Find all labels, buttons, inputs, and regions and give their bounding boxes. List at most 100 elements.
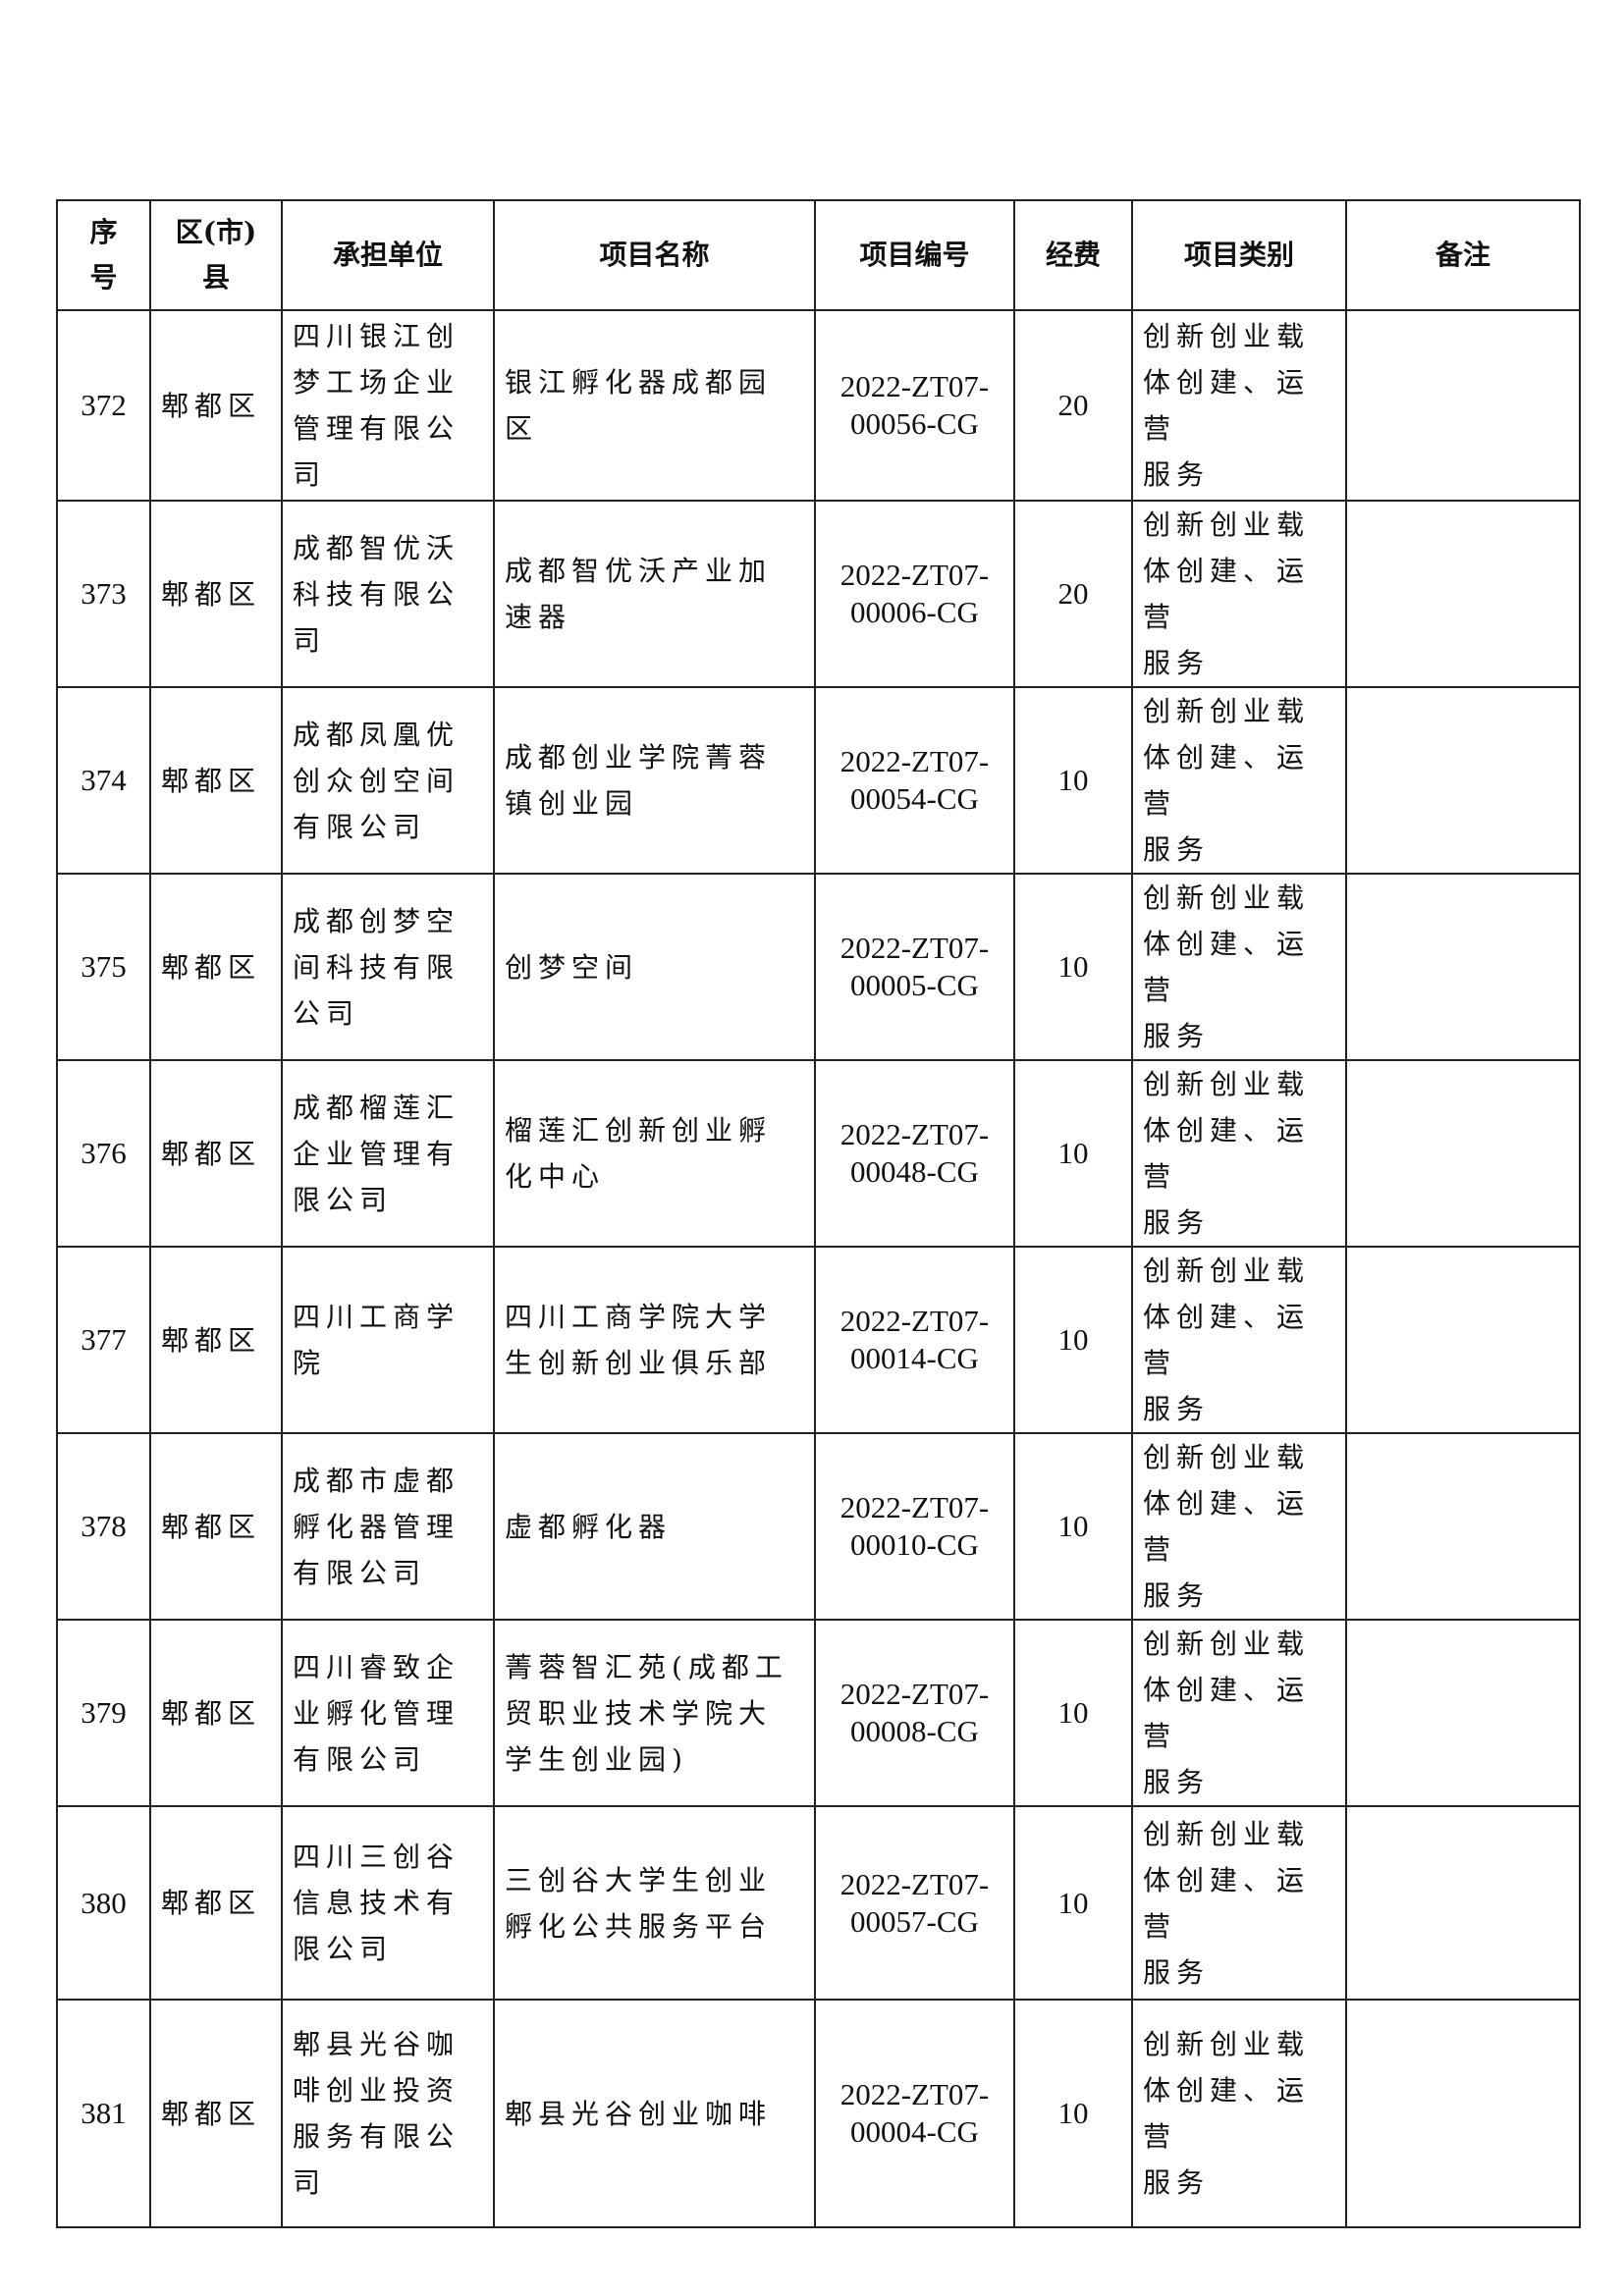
header-no: 序 号 — [56, 199, 151, 311]
table-row: 375 郫都区 成都创梦空 间科技有限 公司 创梦空间 2022-ZT07- 00005… — [56, 873, 1581, 1061]
table-row: 379 郫都区 四川睿致企 业孵化管理 有限公司 菁蓉智汇苑(成都工 贸职业技术学院大… — [56, 1619, 1581, 1807]
table-row: 378 郫都区 成都市虚都 孵化器管理 有限公司 虚都孵化器 2022-ZT07- 00… — [56, 1432, 1581, 1621]
cell-district: 郫都区 — [149, 873, 283, 1061]
cell-fund: 10 — [1013, 1059, 1133, 1248]
cell-no: 379 — [56, 1619, 151, 1807]
cell-unit: 成都智优沃 科技有限公 司 — [281, 500, 495, 688]
cell-note — [1345, 309, 1581, 502]
cell-no: 377 — [56, 1246, 151, 1434]
table-header-row: 序 号 区(市) 县 承担单位 项目名称 项目编号 经费 项目类别 备注 — [56, 199, 1581, 311]
cell-project: 菁蓉智汇苑(成都工 贸职业技术学院大 学生创业园) — [493, 1619, 816, 1807]
cell-no: 378 — [56, 1432, 151, 1621]
header-note: 备注 — [1345, 199, 1581, 311]
cell-unit: 成都凤凰优 创众创空间 有限公司 — [281, 686, 495, 875]
cell-project: 三创谷大学生创业 孵化公共服务平台 — [493, 1805, 816, 2001]
cell-unit: 四川工商学 院 — [281, 1246, 495, 1434]
cell-code: 2022-ZT07- 00056-CG — [814, 309, 1015, 502]
project-table: 序 号 区(市) 县 承担单位 项目名称 项目编号 经费 项目类别 备注 372… — [56, 199, 1581, 2228]
header-project: 项目名称 — [493, 199, 816, 311]
cell-code: 2022-ZT07- 00057-CG — [814, 1805, 1015, 2001]
cell-note — [1345, 1619, 1581, 1807]
cell-project: 创梦空间 — [493, 873, 816, 1061]
cell-district: 郫都区 — [149, 1999, 283, 2228]
cell-category: 创新创业载 体创建、运营 服务 — [1131, 1246, 1347, 1434]
cell-fund: 10 — [1013, 1432, 1133, 1621]
cell-fund: 10 — [1013, 1999, 1133, 2228]
cell-code: 2022-ZT07- 00048-CG — [814, 1059, 1015, 1248]
cell-fund: 10 — [1013, 1805, 1133, 2001]
table-row: 376 郫都区 成都榴莲汇 企业管理有 限公司 榴莲汇创新创业孵 化中心 2022-ZT… — [56, 1059, 1581, 1248]
cell-code: 2022-ZT07- 00006-CG — [814, 500, 1015, 688]
cell-district: 郫都区 — [149, 1805, 283, 2001]
table-row: 373 郫都区 成都智优沃 科技有限公 司成都智优沃产业加 速器 2022-ZT07-… — [56, 500, 1581, 688]
table-row: 374 郫都区 成都凤凰优 创众创空间 有限公司 成都创业学院菁蓉 镇创业园 2022-… — [56, 686, 1581, 875]
cell-district: 郫都区 — [149, 1432, 283, 1621]
header-fund: 经费 — [1013, 199, 1133, 311]
cell-category: 创新创业载 体创建、运营 服务 — [1131, 1999, 1347, 2228]
cell-category: 创新创业载 体创建、运营 服务 — [1131, 1805, 1347, 2001]
cell-fund: 10 — [1013, 1246, 1133, 1434]
cell-note — [1345, 1432, 1581, 1621]
cell-category: 创新创业载 体创建、运营 服务 — [1131, 873, 1347, 1061]
cell-no: 372 — [56, 309, 151, 502]
cell-no: 376 — [56, 1059, 151, 1248]
header-code: 项目编号 — [814, 199, 1015, 311]
header-unit: 承担单位 — [281, 199, 495, 311]
cell-no: 380 — [56, 1805, 151, 2001]
table-row: 377 郫都区 四川工商学 院四川工商学院大学 生创新创业俱乐部 2022-ZT07-… — [56, 1246, 1581, 1434]
cell-project: 郫县光谷创业咖啡 — [493, 1999, 816, 2228]
cell-code: 2022-ZT07- 00014-CG — [814, 1246, 1015, 1434]
cell-category: 创新创业载 体创建、运营 服务 — [1131, 686, 1347, 875]
cell-district: 郫都区 — [149, 500, 283, 688]
cell-project: 榴莲汇创新创业孵 化中心 — [493, 1059, 816, 1248]
cell-unit: 成都创梦空 间科技有限 公司 — [281, 873, 495, 1061]
cell-no: 381 — [56, 1999, 151, 2228]
cell-note — [1345, 1805, 1581, 2001]
cell-no: 375 — [56, 873, 151, 1061]
header-district: 区(市) 县 — [149, 199, 283, 311]
cell-category: 创新创业载 体创建、运营 服务 — [1131, 309, 1347, 502]
cell-code: 2022-ZT07- 00010-CG — [814, 1432, 1015, 1621]
cell-category: 创新创业载 体创建、运营 服务 — [1131, 1619, 1347, 1807]
cell-category: 创新创业载 体创建、运营 服务 — [1131, 1432, 1347, 1621]
cell-fund: 20 — [1013, 309, 1133, 502]
cell-note — [1345, 686, 1581, 875]
table-row: 372 郫都区 四川银江创 梦工场企业 管理有限公 司银江孵化器成都园 区 2022-… — [56, 309, 1581, 502]
cell-code: 2022-ZT07- 00004-CG — [814, 1999, 1015, 2228]
cell-code: 2022-ZT07- 00005-CG — [814, 873, 1015, 1061]
cell-category: 创新创业载 体创建、运营 服务 — [1131, 500, 1347, 688]
table-row: 380 郫都区 四川三创谷 信息技术有 限公司 三创谷大学生创业 孵化公共服务平台 20… — [56, 1805, 1581, 2001]
cell-district: 郫都区 — [149, 309, 283, 502]
cell-fund: 20 — [1013, 500, 1133, 688]
cell-code: 2022-ZT07- 00008-CG — [814, 1619, 1015, 1807]
cell-note — [1345, 1246, 1581, 1434]
cell-unit: 四川睿致企 业孵化管理 有限公司 — [281, 1619, 495, 1807]
cell-unit: 郫县光谷咖 啡创业投资 服务有限公 司 — [281, 1999, 495, 2228]
cell-fund: 10 — [1013, 873, 1133, 1061]
cell-no: 373 — [56, 500, 151, 688]
header-category: 项目类别 — [1131, 199, 1347, 311]
cell-unit: 四川银江创 梦工场企业 管理有限公 司 — [281, 309, 495, 502]
cell-fund: 10 — [1013, 1619, 1133, 1807]
cell-project: 虚都孵化器 — [493, 1432, 816, 1621]
cell-note — [1345, 873, 1581, 1061]
cell-unit: 成都榴莲汇 企业管理有 限公司 — [281, 1059, 495, 1248]
cell-no: 374 — [56, 686, 151, 875]
cell-note — [1345, 1059, 1581, 1248]
cell-note — [1345, 1999, 1581, 2228]
cell-district: 郫都区 — [149, 686, 283, 875]
cell-project: 成都智优沃产业加 速器 — [493, 500, 816, 688]
cell-project: 四川工商学院大学 生创新创业俱乐部 — [493, 1246, 816, 1434]
cell-unit: 成都市虚都 孵化器管理 有限公司 — [281, 1432, 495, 1621]
cell-category: 创新创业载 体创建、运营 服务 — [1131, 1059, 1347, 1248]
cell-district: 郫都区 — [149, 1246, 283, 1434]
cell-unit: 四川三创谷 信息技术有 限公司 — [281, 1805, 495, 2001]
cell-project: 成都创业学院菁蓉 镇创业园 — [493, 686, 816, 875]
cell-code: 2022-ZT07- 00054-CG — [814, 686, 1015, 875]
cell-district: 郫都区 — [149, 1619, 283, 1807]
table-row: 381 郫都区 郫县光谷咖 啡创业投资 服务有限公 司郫县光谷创业咖啡 2022-ZT… — [56, 1999, 1581, 2228]
cell-district: 郫都区 — [149, 1059, 283, 1248]
cell-fund: 10 — [1013, 686, 1133, 875]
cell-project: 银江孵化器成都园 区 — [493, 309, 816, 502]
cell-note — [1345, 500, 1581, 688]
